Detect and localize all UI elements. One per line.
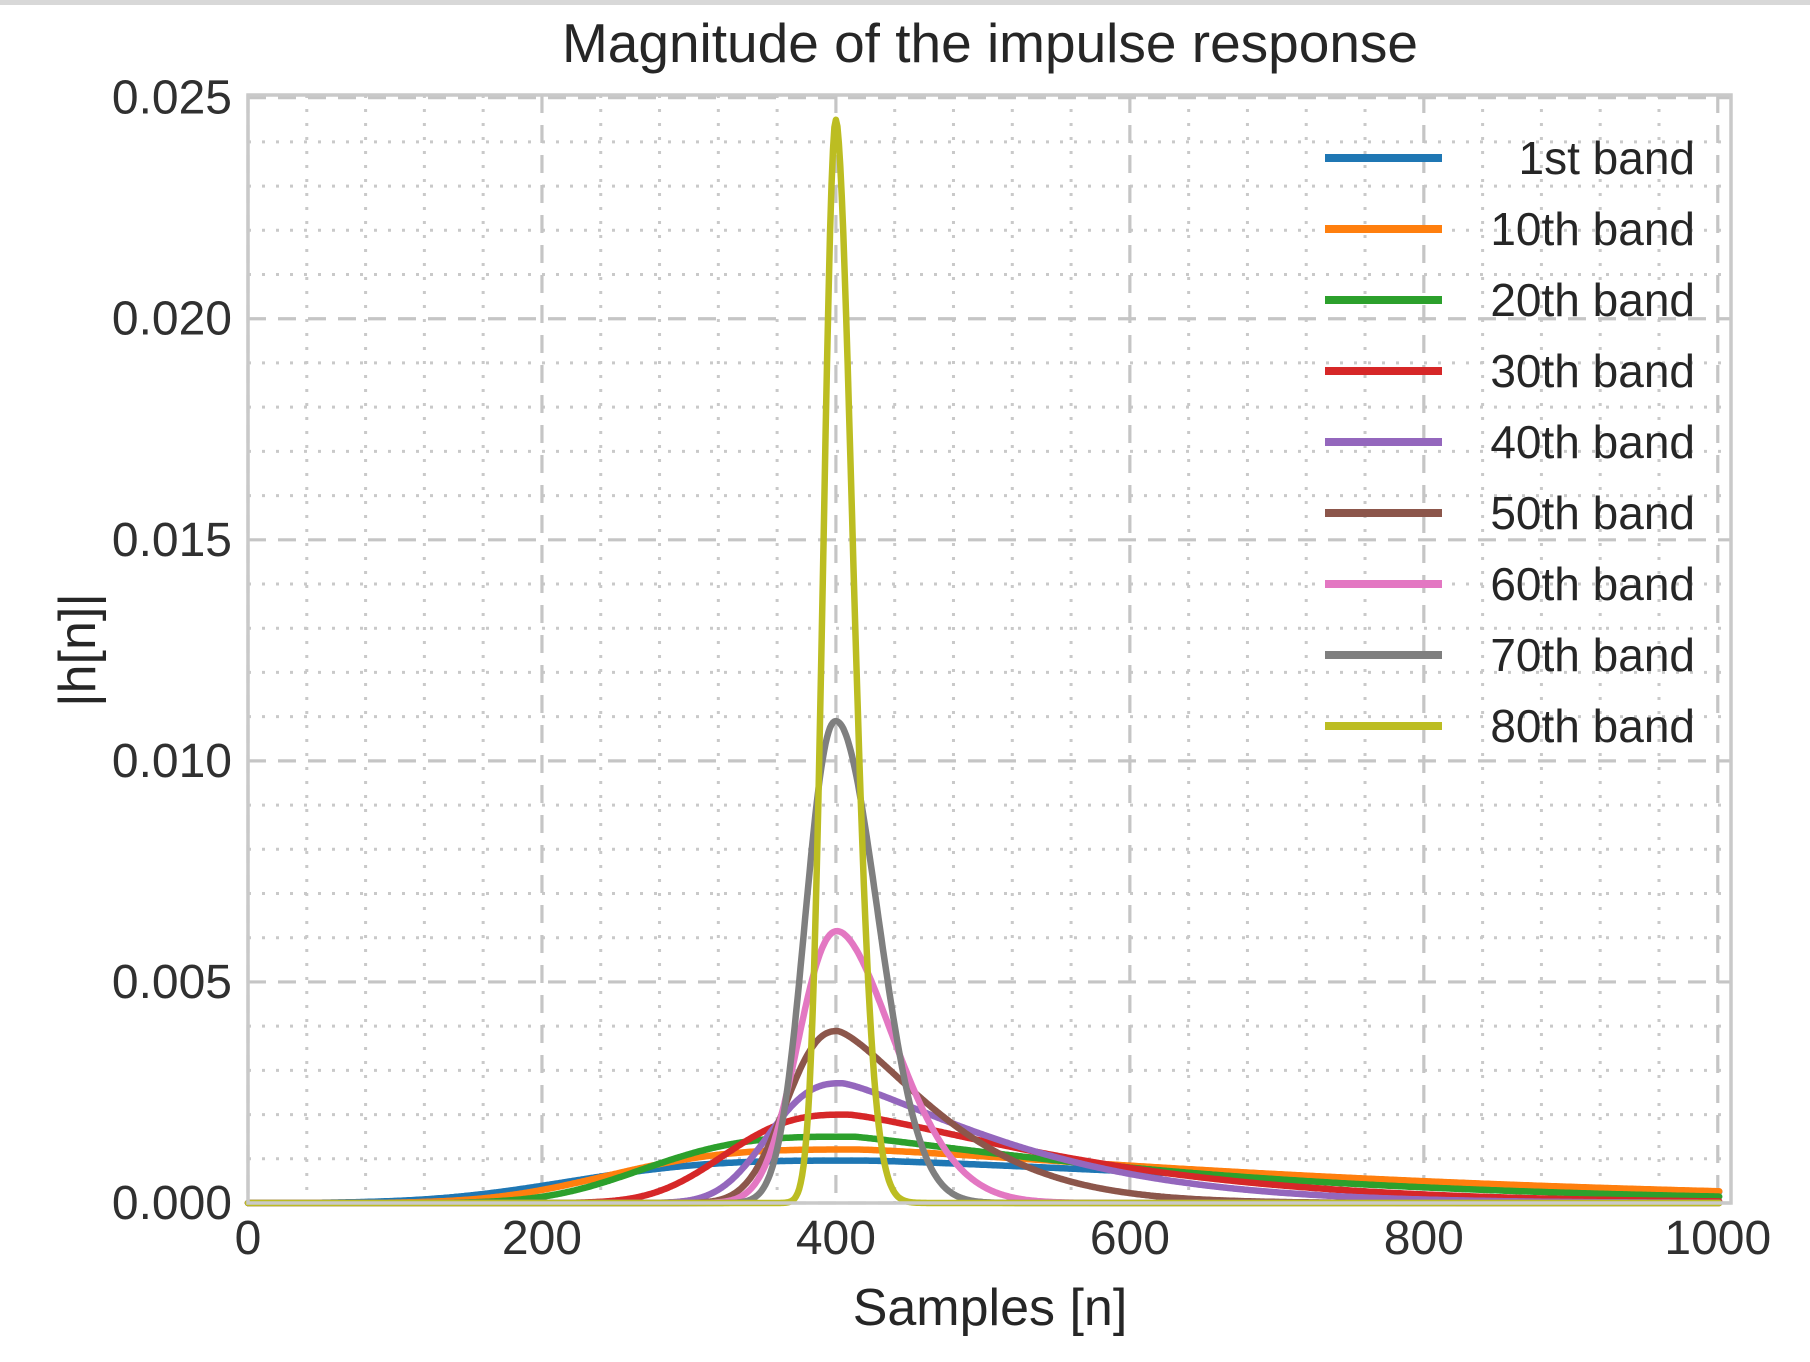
legend-entry: 10th band — [1325, 203, 1695, 255]
chart-title: Magnitude of the impulse response — [562, 12, 1418, 74]
y-tick-label: 0.000 — [112, 1177, 232, 1230]
legend-label: 50th band — [1490, 487, 1695, 539]
legend-label: 1st band — [1519, 132, 1695, 184]
legend-label: 10th band — [1490, 203, 1695, 255]
legend-entry: 40th band — [1325, 416, 1695, 468]
legend-entry: 80th band — [1325, 700, 1695, 752]
y-tick-labels: 0.000 0.005 0.010 0.015 0.020 0.025 — [112, 72, 232, 1230]
series-10th-band — [244, 1146, 1723, 1207]
x-tick-label: 200 — [502, 1212, 582, 1265]
x-tick-label: 600 — [1090, 1212, 1170, 1265]
y-tick-label: 0.010 — [112, 735, 232, 788]
legend-label: 80th band — [1490, 700, 1695, 752]
y-tick-label: 0.020 — [112, 293, 232, 346]
legend-label: 60th band — [1490, 558, 1695, 610]
legend-label: 40th band — [1490, 416, 1695, 468]
y-tick-label: 0.005 — [112, 956, 232, 1009]
x-tick-labels: 0 200 400 600 800 1000 — [235, 1212, 1772, 1265]
x-axis-label: Samples [n] — [853, 1279, 1128, 1337]
legend-label: 30th band — [1490, 345, 1695, 397]
legend-entry: 60th band — [1325, 558, 1695, 610]
legend: 1st band 10th band 20th band 30th band 40th … — [1325, 132, 1695, 752]
x-tick-label: 1000 — [1664, 1212, 1771, 1265]
legend-label: 70th band — [1490, 629, 1695, 681]
x-tick-label: 0 — [235, 1212, 262, 1265]
legend-label: 20th band — [1490, 274, 1695, 326]
x-tick-label: 400 — [796, 1212, 876, 1265]
y-axis-label: |h[n]| — [49, 593, 107, 707]
legend-entry: 50th band — [1325, 487, 1695, 539]
grid-minor — [248, 95, 1731, 1203]
y-tick-label: 0.015 — [112, 514, 232, 567]
legend-entry: 30th band — [1325, 345, 1695, 397]
legend-entry: 20th band — [1325, 274, 1695, 326]
legend-entry: 70th band — [1325, 629, 1695, 681]
y-tick-label: 0.025 — [112, 72, 232, 125]
x-tick-label: 800 — [1384, 1212, 1464, 1265]
axes-frame — [246, 93, 1733, 1205]
legend-entry: 1st band — [1325, 132, 1695, 184]
screenshot-top-border — [0, 0, 1810, 5]
